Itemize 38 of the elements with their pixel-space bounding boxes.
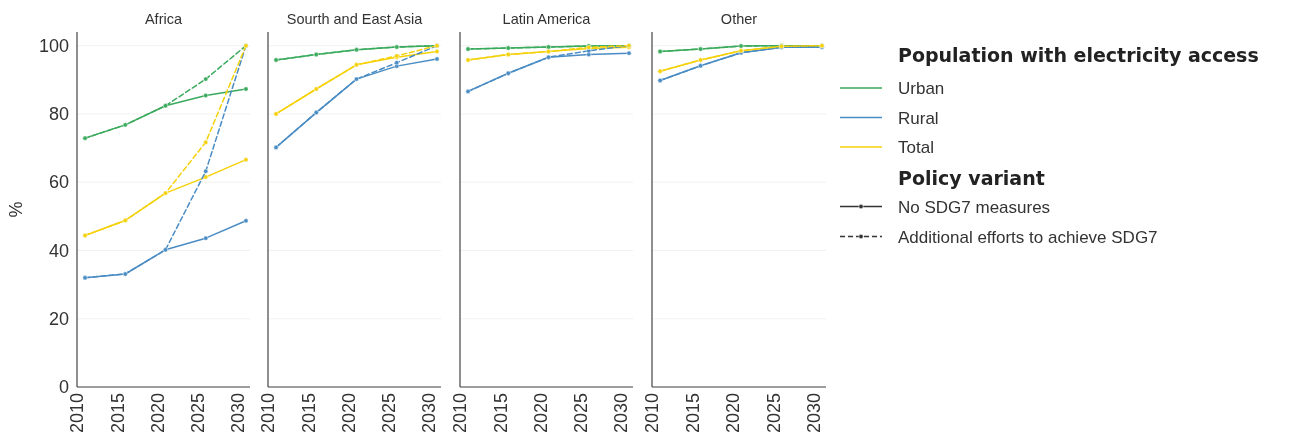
- x-tick-label: 2015: [107, 393, 128, 434]
- legend-label: Total: [898, 138, 934, 157]
- y-tick-label: 60: [48, 172, 69, 193]
- x-tick-label: 2010: [642, 393, 663, 434]
- x-tick-label: 2020: [147, 393, 168, 434]
- x-tick-label: 2015: [490, 393, 511, 434]
- text: Additional efforts to achieve SDG7: [898, 227, 1158, 247]
- legend-label: Urban: [898, 79, 945, 98]
- chart-title: Latin America: [502, 11, 592, 27]
- x-tick-label: 2025: [379, 393, 399, 434]
- x-tick-label: 2020: [338, 393, 359, 434]
- chart-title: Sourth and East Asia: [286, 11, 424, 27]
- y-tick-label: 40: [48, 240, 69, 261]
- text: No SDG7 measures: [898, 197, 1051, 217]
- chart-title: Africa: [144, 11, 183, 27]
- x-tick-label: 2015: [682, 393, 703, 434]
- text: Policy variant: [898, 166, 1045, 189]
- x-tick-label: 2030: [804, 393, 825, 434]
- x-tick-label: 2030: [419, 393, 440, 434]
- x-tick-label: 2030: [228, 393, 249, 434]
- x-tick-label: 2025: [188, 393, 208, 434]
- x-tick-label: 2030: [611, 393, 632, 434]
- x-tick-label: 2020: [530, 393, 551, 434]
- y-tick-label: 20: [48, 309, 69, 330]
- y-tick-label: 80: [48, 104, 69, 125]
- x-tick-label: 2010: [258, 393, 279, 434]
- x-tick-label: 2010: [67, 393, 88, 434]
- y-tick-label: 0: [58, 377, 69, 398]
- legend-label: Rural: [898, 108, 939, 128]
- y-axis-title: %: [6, 201, 27, 218]
- chart-title: Other: [720, 11, 758, 27]
- legend-title: Population with electricity access: [898, 44, 1259, 66]
- x-tick-label: 2020: [723, 393, 744, 434]
- x-tick-label: 2025: [571, 393, 591, 434]
- x-tick-label: 2010: [450, 393, 471, 434]
- x-tick-label: 2025: [763, 393, 784, 434]
- x-tick-label: 2015: [298, 393, 319, 434]
- y-tick-label: 100: [38, 35, 69, 56]
